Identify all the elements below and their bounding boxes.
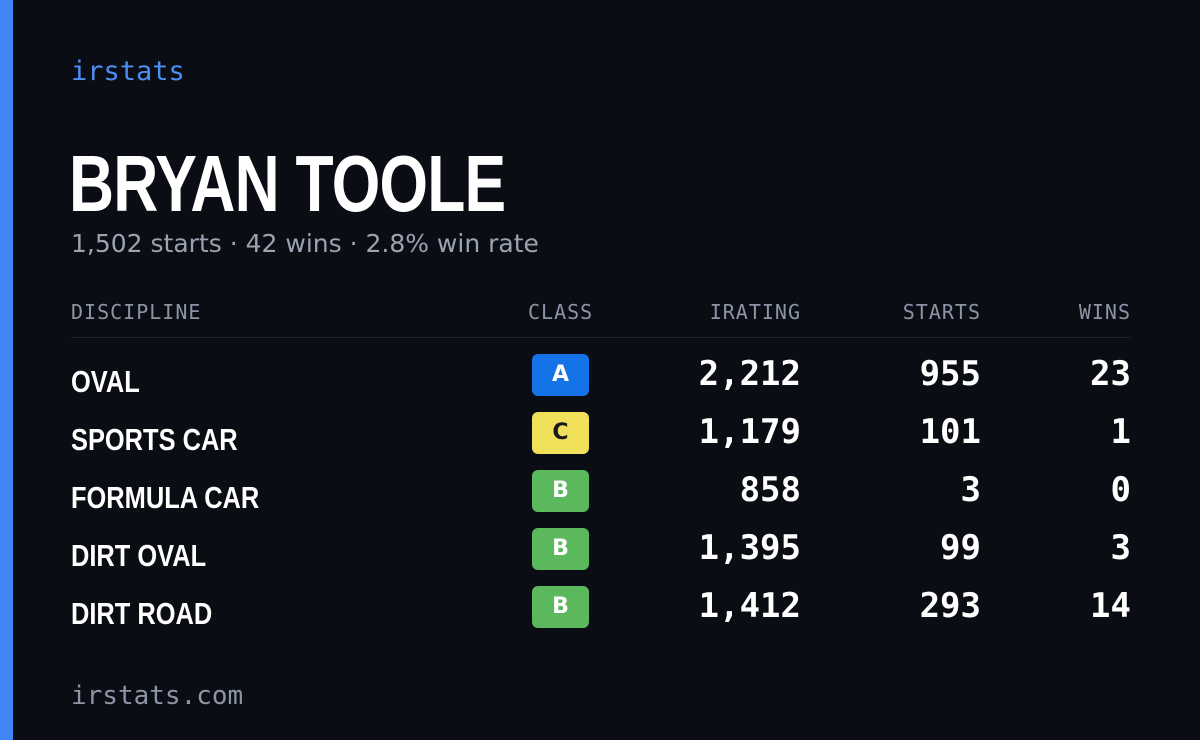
header-irating: IRATING — [709, 300, 801, 324]
wins-value: 0 — [1110, 470, 1131, 510]
table-row: DIRT OVAL B 1,395 99 3 — [71, 526, 1131, 584]
class-badge: B — [532, 528, 589, 570]
discipline-name: OVAL — [71, 364, 140, 399]
wins-value: 23 — [1090, 354, 1131, 394]
header-wins: WINS — [1078, 300, 1131, 324]
class-badge: A — [532, 354, 589, 396]
irating-value: 1,395 — [698, 528, 801, 568]
class-badge: B — [532, 470, 589, 512]
brand-logo: irstats — [71, 56, 185, 87]
wins-value: 3 — [1110, 528, 1131, 568]
discipline-name: DIRT OVAL — [71, 538, 207, 573]
starts-value: 955 — [919, 354, 981, 394]
discipline-table: OVAL A 2,212 955 23 SPORTS CAR C 1,179 1… — [71, 352, 1131, 642]
header-starts: STARTS — [902, 300, 981, 324]
irating-value: 858 — [739, 470, 801, 510]
discipline-name: FORMULA CAR — [71, 480, 260, 515]
irating-value: 2,212 — [698, 354, 801, 394]
driver-name: BRYAN TOOLE — [69, 139, 506, 228]
table-row: OVAL A 2,212 955 23 — [71, 352, 1131, 410]
footer-url: irstats.com — [71, 681, 244, 711]
starts-value: 101 — [919, 412, 981, 452]
starts-value: 3 — [960, 470, 981, 510]
accent-bar — [0, 0, 13, 740]
starts-value: 99 — [940, 528, 981, 568]
irating-value: 1,412 — [698, 586, 801, 626]
class-badge: C — [532, 412, 589, 454]
header-discipline: DISCIPLINE — [71, 300, 202, 324]
table-header: DISCIPLINE CLASS IRATING STARTS WINS — [71, 300, 1131, 338]
wins-value: 1 — [1110, 412, 1131, 452]
table-row: SPORTS CAR C 1,179 101 1 — [71, 410, 1131, 468]
discipline-name: SPORTS CAR — [71, 422, 238, 457]
discipline-name: DIRT ROAD — [71, 596, 213, 631]
header-class: CLASS — [528, 300, 594, 324]
table-row: FORMULA CAR B 858 3 0 — [71, 468, 1131, 526]
wins-value: 14 — [1090, 586, 1131, 626]
class-badge: B — [532, 586, 589, 628]
table-row: DIRT ROAD B 1,412 293 14 — [71, 584, 1131, 642]
irating-value: 1,179 — [698, 412, 801, 452]
starts-value: 293 — [919, 586, 981, 626]
driver-summary: 1,502 starts · 42 wins · 2.8% win rate — [71, 229, 539, 258]
